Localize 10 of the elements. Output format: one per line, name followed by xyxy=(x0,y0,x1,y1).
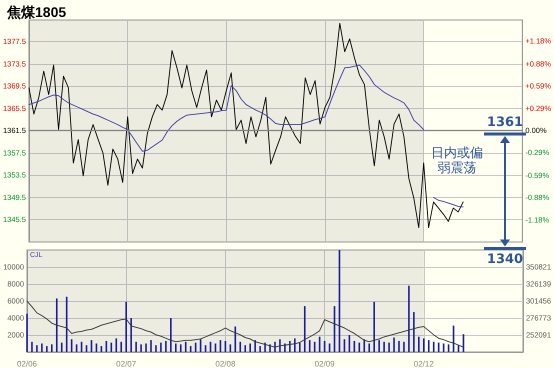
x-tick-label: 02/07 xyxy=(116,360,137,368)
x-tick-label: 02/09 xyxy=(314,360,336,368)
x-tick-label: 02/06 xyxy=(16,360,38,368)
annotation: 日内或偏弱震荡 xyxy=(430,146,484,176)
x-tick-label: 02/08 xyxy=(215,360,236,368)
annotation: 1340 xyxy=(486,252,524,267)
chart-title: 焦煤1805 xyxy=(6,4,66,20)
annotation: 1361 xyxy=(486,114,524,130)
x-tick-label: 02/12 xyxy=(414,360,434,368)
line-series xyxy=(26,300,464,348)
